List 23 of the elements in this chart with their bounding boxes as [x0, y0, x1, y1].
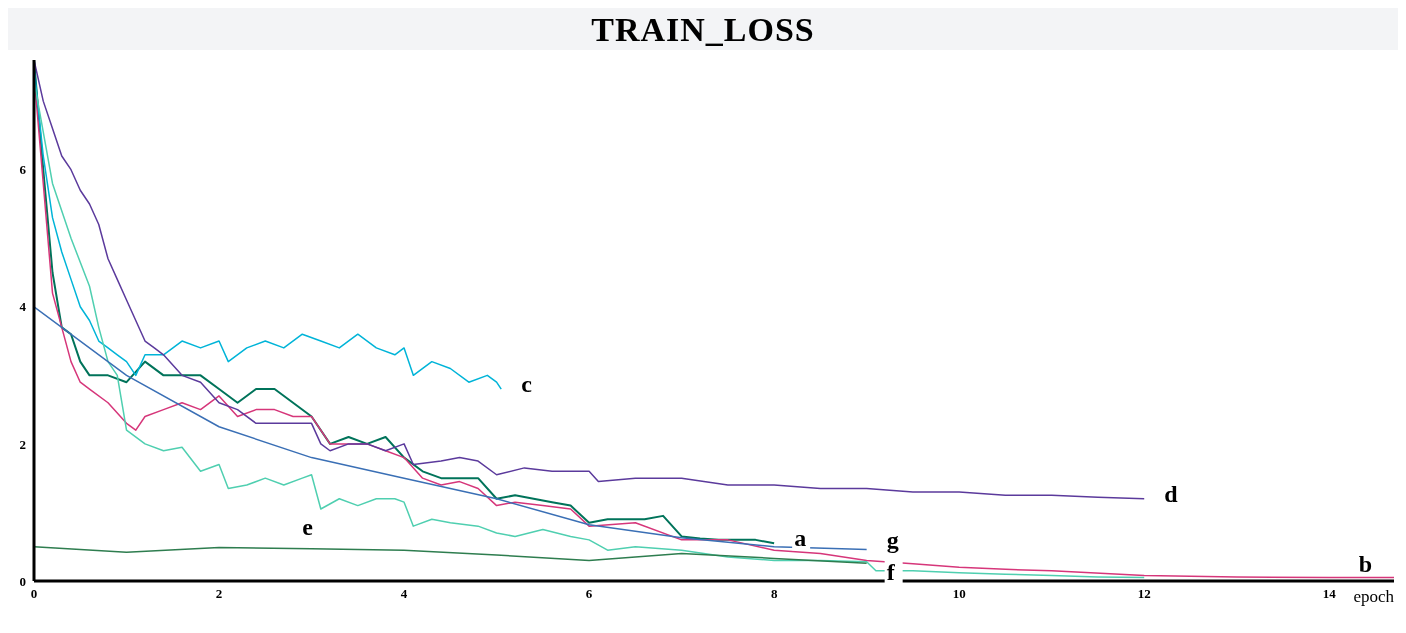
annotation: f	[886, 559, 896, 586]
x-tick-label: 8	[770, 586, 778, 602]
annotation: a	[794, 525, 807, 552]
y-tick-label: 4	[19, 299, 27, 315]
x-tick-label: 12	[1137, 586, 1151, 602]
line-series	[34, 545, 868, 564]
annotation: b	[1358, 550, 1372, 577]
x-tick-label: 2	[215, 586, 223, 602]
chart-title: TRAIN_LOSS	[8, 8, 1398, 50]
x-tick-label: 6	[585, 586, 593, 602]
x-tick-label: 4	[400, 586, 408, 602]
annotation: c	[521, 371, 533, 398]
x-tick-label: 14	[1322, 586, 1337, 602]
y-tick-label: 6	[19, 162, 27, 178]
y-tick-label: 0	[19, 573, 26, 589]
x-tick-label: 0	[30, 586, 38, 602]
annotation: d	[1164, 480, 1179, 507]
annotation: g	[886, 527, 899, 554]
annotation: e	[302, 514, 314, 541]
x-tick-label: 10	[952, 586, 966, 602]
x-axis-title: epoch	[1353, 587, 1395, 607]
y-tick-label: 2	[19, 436, 26, 452]
line-series	[34, 306, 868, 551]
